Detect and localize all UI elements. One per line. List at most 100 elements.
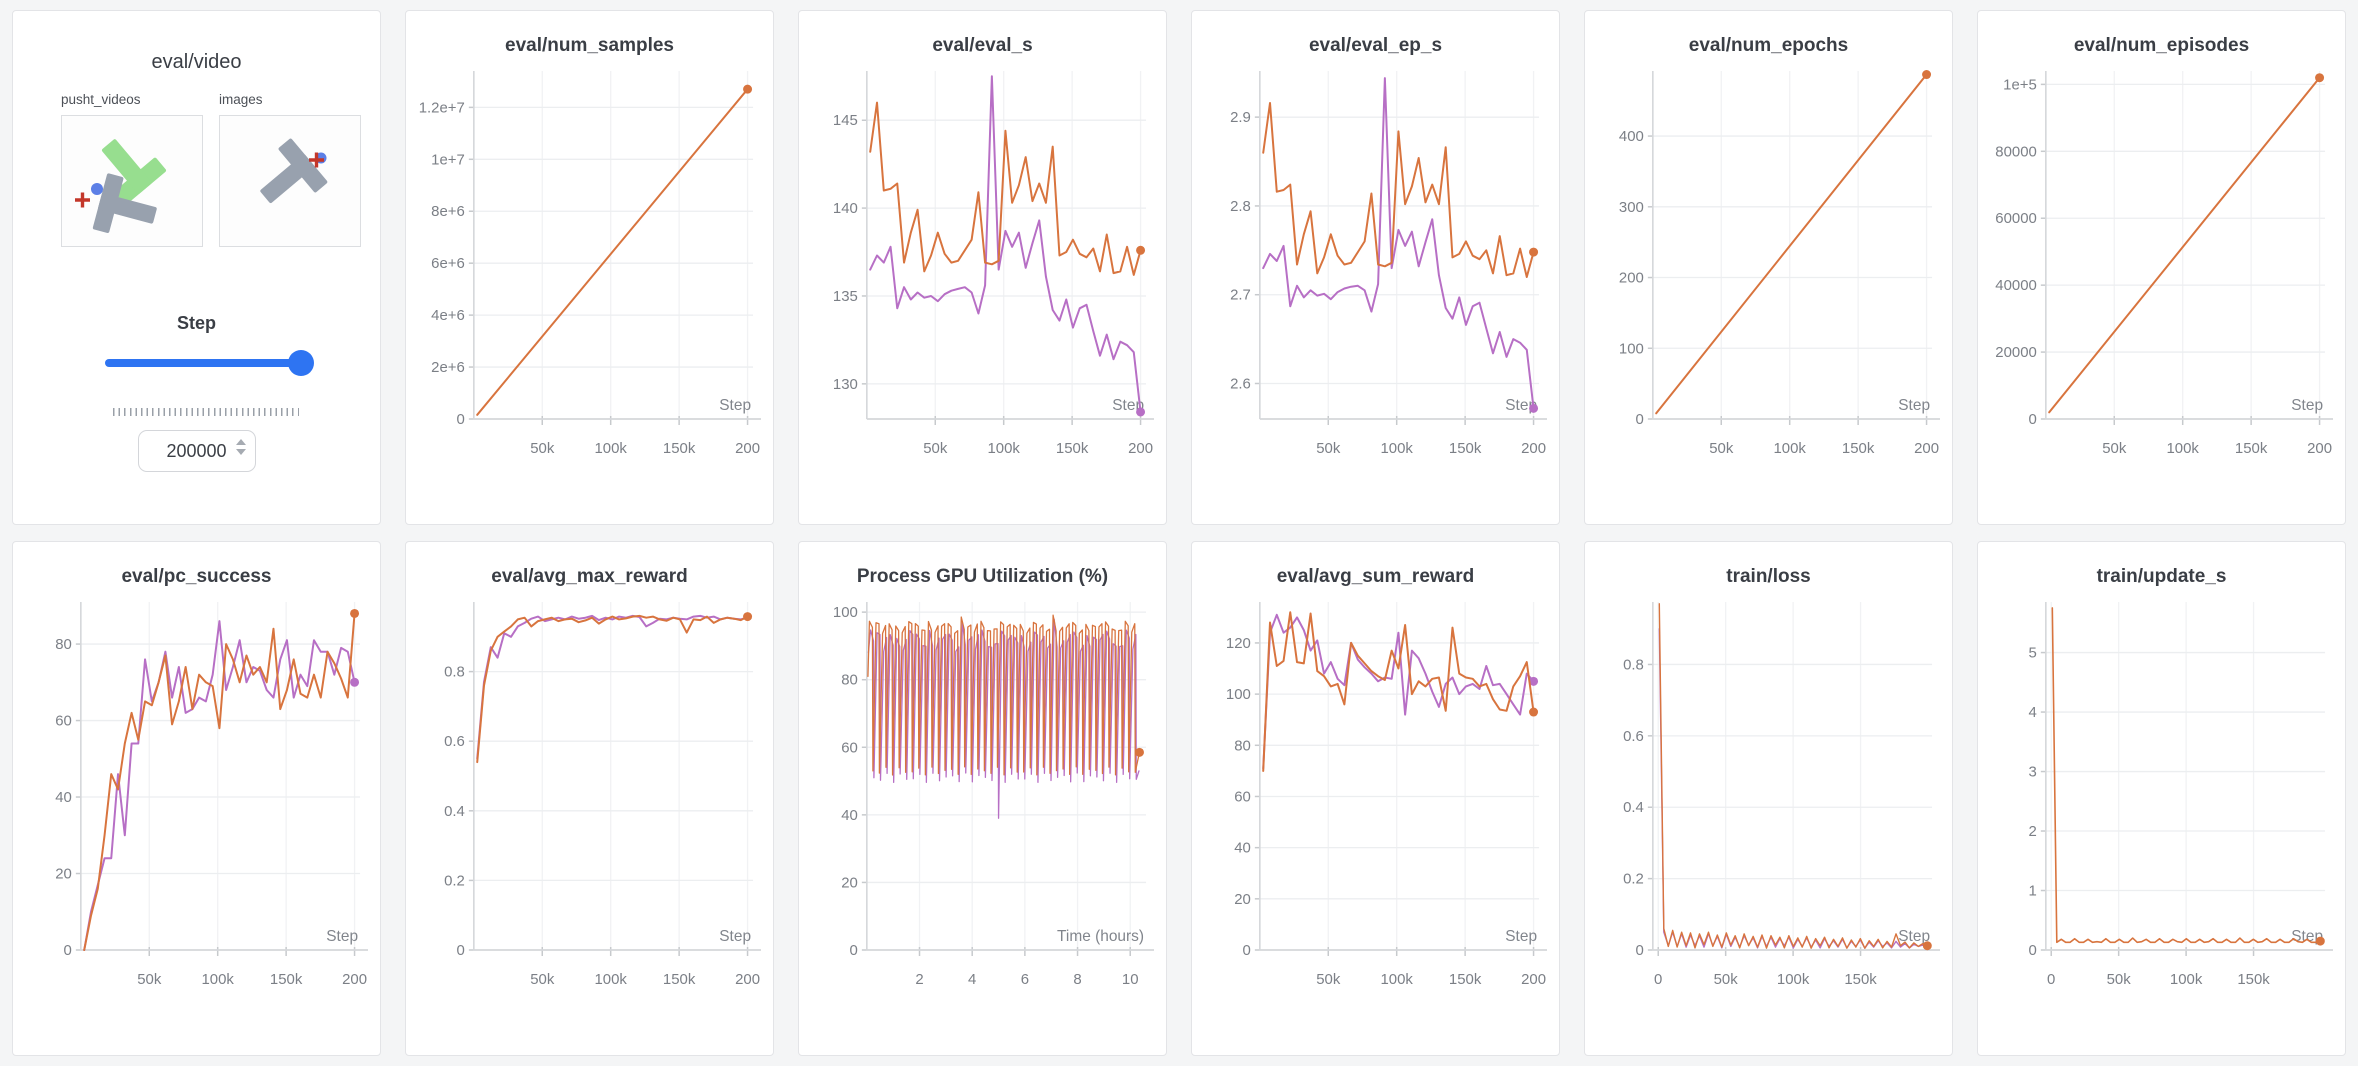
x-tick-label: 150k: [1844, 971, 1877, 988]
chart-eval-avg-max-reward[interactable]: 50k 100k 150k 200 0 0.2 0.4 0.6 0.8 Step: [414, 590, 765, 1032]
x-axis-label: Step: [719, 397, 751, 414]
x-tick-label: 150k: [1056, 440, 1089, 457]
x-tick-label: 50k: [1316, 971, 1341, 988]
step-stepper[interactable]: [235, 439, 246, 455]
series-line-orange: [1262, 611, 1535, 772]
y-tick-label: 0.8: [444, 664, 465, 681]
x-tick-label: 6: [1021, 971, 1029, 988]
panel-eval-num-epochs: eval/num_epochs 50k 100k 150k 200 0 100 200 300…: [1584, 10, 1953, 525]
y-tick-label: 300: [1619, 199, 1644, 216]
pusht-video-frame: [75, 139, 166, 233]
step-value-input[interactable]: [156, 439, 237, 463]
y-tick-label: 0.4: [1623, 799, 1644, 816]
x-tick-label: 0: [1654, 971, 1662, 988]
y-tick-label: 2.8: [1230, 198, 1251, 215]
step-slider[interactable]: [105, 350, 314, 376]
y-tick-label: 2.9: [1230, 109, 1251, 126]
series-endpoint-orange: [350, 608, 360, 618]
y-tick-label: 3: [2029, 764, 2037, 781]
x-tick-label: 150k: [2237, 971, 2270, 988]
x-tick-label: 50k: [1714, 971, 1739, 988]
y-tick-label: 80: [55, 636, 72, 653]
y-tick-label: 0.2: [444, 872, 465, 889]
y-tick-label: 40000: [1995, 277, 2037, 294]
y-tick-label: 0: [457, 942, 465, 959]
panel-eval-avg-sum-reward: eval/avg_sum_reward 50k 100k 150k 200 0 20 40 6…: [1191, 541, 1560, 1056]
x-tick-label: 50k: [530, 971, 555, 988]
panel-eval-video: eval/video pusht_videos: [12, 10, 381, 525]
chart-title: eval/pc_success: [121, 566, 272, 587]
panel-eval-num-episodes: eval/num_episodes 50k 100k 150k 200 0 20000 40…: [1977, 10, 2346, 525]
y-tick-label: 40: [841, 807, 858, 824]
x-tick-label: 200: [2307, 440, 2332, 457]
x-axis-label: Step: [326, 928, 358, 945]
y-tick-label: 1e+5: [2003, 76, 2037, 93]
y-tick-label: 20: [841, 874, 858, 891]
y-tick-label: 100: [1226, 686, 1251, 703]
chart-eval-eval-ep-s[interactable]: 50k 100k 150k 200 2.6 2.7 2.8 2.9 Step: [1200, 59, 1551, 501]
series-line-orange: [2051, 607, 2322, 944]
series-endpoint-orange: [1134, 747, 1144, 757]
y-tick-label: 0: [850, 942, 858, 959]
chart-eval-num-epochs[interactable]: 50k 100k 150k 200 0 100 200 300 400 Step: [1593, 59, 1944, 501]
y-tick-label: 130: [833, 376, 858, 393]
y-tick-label: 0.2: [1623, 871, 1644, 888]
y-tick-label: 20: [1234, 891, 1251, 908]
series-endpoint-orange: [743, 84, 753, 94]
y-tick-label: 400: [1619, 128, 1644, 145]
x-tick-label: 150k: [270, 971, 303, 988]
x-tick-label: 50k: [2102, 440, 2127, 457]
chart-eval-eval-s[interactable]: 50k 100k 150k 200 130 135 140 145 Step: [807, 59, 1158, 501]
series-line-orange: [2048, 76, 2321, 414]
x-tick-label: 8: [1073, 971, 1081, 988]
y-tick-label: 0: [2029, 411, 2037, 428]
chart-train-update-s[interactable]: 0 50k 100k 150k 0 1 2 3 4 5 Step: [1986, 590, 2337, 1032]
x-tick-label: 200: [342, 971, 367, 988]
x-tick-label: 150k: [663, 440, 696, 457]
y-tick-label: 100: [833, 604, 858, 621]
y-tick-label: 2e+6: [431, 359, 465, 376]
chart-title: eval/avg_max_reward: [491, 566, 688, 587]
step-slider-track[interactable]: [105, 359, 310, 367]
y-tick-label: 200: [1619, 270, 1644, 287]
y-tick-label: 20: [55, 865, 72, 882]
image-thumbnail[interactable]: [219, 115, 361, 247]
x-tick-label: 50k: [1709, 440, 1734, 457]
chart-eval-num-episodes[interactable]: 50k 100k 150k 200 0 20000 40000 60000 80000 1e+5 S…: [1986, 59, 2337, 501]
y-tick-label: 0.6: [1623, 728, 1644, 745]
y-tick-label: 0.4: [444, 803, 465, 820]
chart-eval-avg-sum-reward[interactable]: 50k 100k 150k 200 0 20 40 60 80 100 120 Step: [1200, 590, 1551, 1032]
media-group-label: pusht_videos: [61, 92, 141, 107]
chart-train-loss[interactable]: 0 50k 100k 150k 0 0.2 0.4 0.6 0.8 Step: [1593, 590, 1944, 1032]
x-tick-label: 2: [915, 971, 923, 988]
x-tick-label: 50k: [923, 440, 948, 457]
y-tick-label: 145: [833, 112, 858, 129]
x-axis-label: Step: [1505, 397, 1537, 414]
y-tick-label: 120: [1226, 635, 1251, 652]
step-slider-handle[interactable]: [288, 350, 314, 376]
x-tick-label: 100k: [1777, 971, 1810, 988]
x-tick-label: 50k: [1316, 440, 1341, 457]
y-tick-label: 4e+6: [431, 307, 465, 324]
chart-eval-pc-success[interactable]: 50k 100k 150k 200 0 20 40 60 80 Step: [21, 590, 372, 1032]
chart-title: train/update_s: [2096, 566, 2227, 587]
x-axis-label: Step: [2291, 397, 2323, 414]
step-decrement-icon[interactable]: [235, 449, 246, 455]
series-line-orange: [1658, 603, 1929, 949]
chart-eval-num-samples[interactable]: 50k 100k 150k 200 0 2e+6 4e+6 6e+6 8e+6 1e+7 1.2e+…: [414, 59, 765, 501]
x-tick-label: 100k: [2166, 440, 2199, 457]
series-endpoint-orange: [743, 612, 753, 622]
step-increment-icon[interactable]: [235, 439, 246, 445]
series-endpoint-purple: [1529, 676, 1539, 686]
series-endpoint-orange: [1922, 70, 1932, 80]
x-tick-label: 100k: [1380, 971, 1413, 988]
y-tick-label: 0: [1243, 942, 1251, 959]
y-tick-label: 135: [833, 288, 858, 305]
video-thumbnail-pusht[interactable]: [61, 115, 203, 247]
x-tick-label: 100k: [201, 971, 234, 988]
y-tick-label: 40: [55, 789, 72, 806]
y-tick-label: 2.7: [1230, 287, 1251, 304]
chart-title: eval/num_epochs: [1688, 35, 1849, 56]
